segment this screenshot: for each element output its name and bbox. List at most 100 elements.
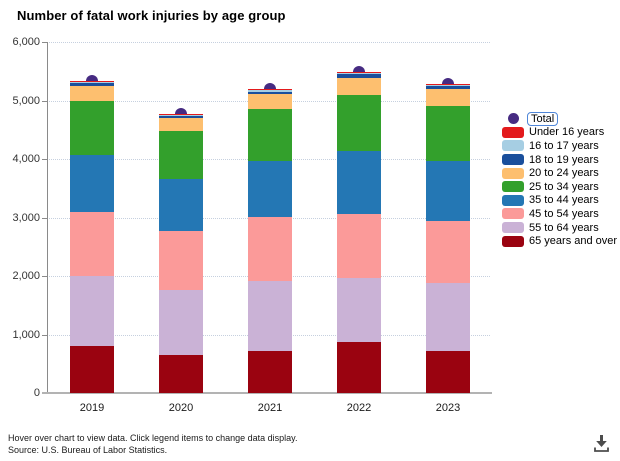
bar-segment[interactable] [337, 214, 381, 278]
legend-item[interactable]: Total [502, 111, 617, 126]
bar-segment[interactable] [248, 280, 292, 351]
legend-label: 20 to 24 years [529, 167, 599, 180]
bar-segment[interactable] [159, 130, 203, 179]
bar-segment[interactable] [426, 221, 470, 284]
bar-segment[interactable] [426, 84, 470, 86]
bar-segment[interactable] [159, 118, 203, 131]
legend-item[interactable]: 55 to 64 years [502, 221, 617, 235]
legend-marker-swatch [502, 154, 524, 166]
legend-item[interactable]: 20 to 24 years [502, 166, 617, 180]
bar-segment[interactable] [159, 178, 203, 232]
bar-segment[interactable] [248, 160, 292, 218]
bar-segment[interactable] [337, 74, 381, 79]
bar-segment[interactable] [337, 78, 381, 95]
bar-segment[interactable] [248, 90, 292, 92]
download-button[interactable] [590, 431, 612, 455]
footer: Hover over chart to view data. Click leg… [8, 433, 297, 456]
x-axis-label: 2021 [257, 402, 283, 414]
legend-item[interactable]: Under 16 years [502, 126, 617, 140]
legend-label: 16 to 17 years [529, 139, 599, 152]
bar-segment[interactable] [426, 350, 470, 393]
legend-marker-swatch [502, 194, 524, 206]
legend-item[interactable]: 45 to 54 years [502, 207, 617, 221]
x-axis-line [42, 392, 492, 394]
legend-label: 55 to 64 years [529, 221, 599, 234]
legend-item[interactable]: 25 to 34 years [502, 180, 617, 194]
y-gridline [47, 42, 490, 43]
legend-marker-swatch [502, 140, 524, 152]
download-icon [593, 434, 609, 452]
bar-segment[interactable] [337, 151, 381, 215]
chart-title: Number of fatal work injuries by age gro… [17, 8, 286, 23]
legend-marker-swatch [502, 126, 524, 138]
bar-segment[interactable] [426, 161, 470, 222]
bar-segment[interactable] [426, 89, 470, 106]
bar-segment[interactable] [337, 277, 381, 343]
bar-segment[interactable] [159, 115, 203, 119]
bar-segment[interactable] [337, 72, 381, 73]
bar-segment[interactable] [248, 350, 292, 393]
bar-segment[interactable] [70, 345, 114, 393]
bar-segment[interactable] [248, 94, 292, 109]
bar-segment[interactable] [70, 154, 114, 213]
legend-item[interactable]: 16 to 17 years [502, 139, 617, 153]
bar-segment[interactable] [426, 105, 470, 162]
legend-marker-swatch [502, 208, 524, 220]
y-axis-label: 0 [33, 387, 40, 399]
y-axis-tick [42, 217, 47, 219]
bar-segment[interactable] [426, 283, 470, 351]
legend-item[interactable]: 35 to 44 years [502, 194, 617, 208]
legend-label: Total [527, 111, 559, 126]
bar-segment[interactable] [70, 101, 114, 155]
y-axis-label: 1,000 [12, 328, 40, 341]
legend-item[interactable]: 18 to 19 years [502, 153, 617, 167]
y-axis-tick [42, 276, 47, 277]
y-axis-tick [42, 100, 47, 102]
legend-label: 35 to 44 years [529, 194, 599, 207]
y-axis-label: 3,000 [12, 211, 40, 224]
bar-segment[interactable] [248, 89, 292, 91]
bar-segment[interactable] [337, 95, 381, 152]
legend-label: 65 years and over [529, 235, 618, 248]
legend-marker-swatch [502, 235, 524, 247]
legend-marker-dot [502, 113, 524, 125]
bar-segment[interactable] [70, 86, 114, 102]
legend-label: Under 16 years [529, 126, 605, 139]
bar-segment[interactable] [70, 81, 114, 83]
legend-item[interactable]: 65 years and over [502, 234, 617, 248]
y-axis-label: 5,000 [12, 94, 40, 107]
bar-segment[interactable] [70, 82, 114, 84]
bar-segment[interactable] [70, 275, 114, 346]
bar-segment[interactable] [426, 85, 470, 90]
x-axis-label: 2022 [346, 402, 372, 414]
bar-segment[interactable] [248, 108, 292, 161]
bar-segment[interactable] [337, 73, 381, 75]
legend-label: 45 to 54 years [529, 207, 599, 220]
legend: Total Under 16 years 16 to 17 years 18 to 1… [502, 111, 617, 248]
y-axis-label: 2,000 [12, 270, 40, 282]
y-axis-label: 4,000 [12, 153, 40, 165]
legend-label: 18 to 19 years [529, 153, 599, 166]
bar-segment[interactable] [159, 289, 203, 355]
bar-segment[interactable] [426, 83, 470, 85]
legend-label: 25 to 34 years [529, 180, 599, 193]
y-axis-line [47, 42, 48, 393]
bar-segment[interactable] [248, 217, 292, 281]
legend-marker-swatch [502, 167, 524, 179]
y-axis-tick [42, 159, 47, 160]
x-axis-label: 2019 [79, 402, 105, 414]
x-axis-label: 2020 [168, 402, 194, 414]
bar-segment[interactable] [159, 115, 203, 116]
bar-segment[interactable] [159, 354, 203, 393]
bar-segment[interactable] [70, 83, 114, 87]
x-axis-label: 2023 [435, 402, 461, 414]
legend-marker-swatch [502, 222, 524, 234]
bar-segment[interactable] [70, 212, 114, 276]
bar-segment[interactable] [159, 114, 203, 115]
bar-segment[interactable] [248, 91, 292, 95]
bar-segment[interactable] [159, 231, 203, 290]
bar-segment[interactable] [337, 342, 381, 393]
y-axis-label: 6,000 [12, 36, 40, 48]
